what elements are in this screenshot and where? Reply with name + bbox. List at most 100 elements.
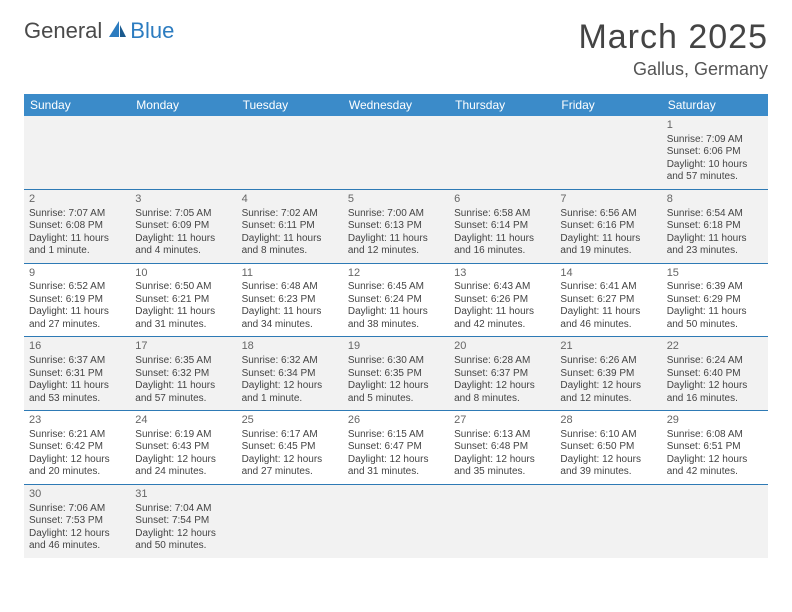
daylight-text: Daylight: 12 hours <box>29 528 125 541</box>
daylight-text: and 1 minute. <box>242 393 338 406</box>
day-header: Saturday <box>662 94 768 116</box>
sunset-text: Sunset: 6:47 PM <box>348 441 444 454</box>
sunset-text: Sunset: 6:48 PM <box>454 441 550 454</box>
daylight-text: Daylight: 12 hours <box>454 380 550 393</box>
daylight-text: and 4 minutes. <box>135 245 231 258</box>
sunrise-text: Sunrise: 6:50 AM <box>135 281 231 294</box>
sunrise-text: Sunrise: 6:43 AM <box>454 281 550 294</box>
day-number: 25 <box>242 414 338 428</box>
calendar-cell: 27Sunrise: 6:13 AMSunset: 6:48 PMDayligh… <box>449 411 555 485</box>
daylight-text: Daylight: 11 hours <box>667 233 763 246</box>
sunrise-text: Sunrise: 7:04 AM <box>135 503 231 516</box>
calendar-cell: 16Sunrise: 6:37 AMSunset: 6:31 PMDayligh… <box>24 337 130 411</box>
day-number: 11 <box>242 267 338 281</box>
day-number: 20 <box>454 340 550 354</box>
calendar-cell: 18Sunrise: 6:32 AMSunset: 6:34 PMDayligh… <box>237 337 343 411</box>
daylight-text: and 12 minutes. <box>560 393 656 406</box>
daylight-text: Daylight: 12 hours <box>135 454 231 467</box>
daylight-text: and 1 minute. <box>29 245 125 258</box>
day-number: 6 <box>454 193 550 207</box>
calendar-cell: 22Sunrise: 6:24 AMSunset: 6:40 PMDayligh… <box>662 337 768 411</box>
day-header: Friday <box>555 94 661 116</box>
sunrise-text: Sunrise: 6:58 AM <box>454 208 550 221</box>
calendar-cell: 29Sunrise: 6:08 AMSunset: 6:51 PMDayligh… <box>662 411 768 485</box>
sunset-text: Sunset: 6:06 PM <box>667 146 763 159</box>
sunrise-text: Sunrise: 6:19 AM <box>135 429 231 442</box>
sunset-text: Sunset: 6:27 PM <box>560 294 656 307</box>
sunrise-text: Sunrise: 6:52 AM <box>29 281 125 294</box>
day-number: 5 <box>348 193 444 207</box>
sunrise-text: Sunrise: 6:56 AM <box>560 208 656 221</box>
day-number: 8 <box>667 193 763 207</box>
location-text: Gallus, Germany <box>578 59 768 80</box>
day-number: 29 <box>667 414 763 428</box>
sunset-text: Sunset: 6:11 PM <box>242 220 338 233</box>
calendar-cell <box>449 116 555 189</box>
calendar-cell: 7Sunrise: 6:56 AMSunset: 6:16 PMDaylight… <box>555 189 661 263</box>
day-number: 27 <box>454 414 550 428</box>
daylight-text: Daylight: 11 hours <box>348 306 444 319</box>
sunset-text: Sunset: 6:37 PM <box>454 368 550 381</box>
calendar-cell <box>662 484 768 557</box>
sunrise-text: Sunrise: 6:39 AM <box>667 281 763 294</box>
daylight-text: Daylight: 11 hours <box>135 233 231 246</box>
sunrise-text: Sunrise: 7:02 AM <box>242 208 338 221</box>
sunrise-text: Sunrise: 7:06 AM <box>29 503 125 516</box>
sunrise-text: Sunrise: 6:37 AM <box>29 355 125 368</box>
calendar-cell <box>555 116 661 189</box>
brand-part1: General <box>24 18 102 44</box>
daylight-text: Daylight: 12 hours <box>454 454 550 467</box>
day-number: 22 <box>667 340 763 354</box>
calendar-week-row: 1Sunrise: 7:09 AMSunset: 6:06 PMDaylight… <box>24 116 768 189</box>
day-header: Wednesday <box>343 94 449 116</box>
daylight-text: and 57 minutes. <box>135 393 231 406</box>
daylight-text: and 42 minutes. <box>667 466 763 479</box>
daylight-text: and 20 minutes. <box>29 466 125 479</box>
day-number: 28 <box>560 414 656 428</box>
sunrise-text: Sunrise: 6:21 AM <box>29 429 125 442</box>
calendar-cell <box>449 484 555 557</box>
sunset-text: Sunset: 6:13 PM <box>348 220 444 233</box>
daylight-text: and 8 minutes. <box>454 393 550 406</box>
day-number: 13 <box>454 267 550 281</box>
sunset-text: Sunset: 6:50 PM <box>560 441 656 454</box>
calendar-cell: 31Sunrise: 7:04 AMSunset: 7:54 PMDayligh… <box>130 484 236 557</box>
daylight-text: and 27 minutes. <box>29 319 125 332</box>
day-header: Sunday <box>24 94 130 116</box>
calendar-table: Sunday Monday Tuesday Wednesday Thursday… <box>24 94 768 558</box>
sunset-text: Sunset: 6:16 PM <box>560 220 656 233</box>
calendar-cell: 30Sunrise: 7:06 AMSunset: 7:53 PMDayligh… <box>24 484 130 557</box>
daylight-text: and 23 minutes. <box>667 245 763 258</box>
sunset-text: Sunset: 6:29 PM <box>667 294 763 307</box>
sunset-text: Sunset: 6:21 PM <box>135 294 231 307</box>
calendar-cell: 14Sunrise: 6:41 AMSunset: 6:27 PMDayligh… <box>555 263 661 337</box>
calendar-cell: 24Sunrise: 6:19 AMSunset: 6:43 PMDayligh… <box>130 411 236 485</box>
calendar-cell: 15Sunrise: 6:39 AMSunset: 6:29 PMDayligh… <box>662 263 768 337</box>
day-number: 10 <box>135 267 231 281</box>
sunset-text: Sunset: 6:09 PM <box>135 220 231 233</box>
daylight-text: Daylight: 12 hours <box>348 380 444 393</box>
day-number: 24 <box>135 414 231 428</box>
sunrise-text: Sunrise: 6:30 AM <box>348 355 444 368</box>
sunrise-text: Sunrise: 6:15 AM <box>348 429 444 442</box>
calendar-cell: 1Sunrise: 7:09 AMSunset: 6:06 PMDaylight… <box>662 116 768 189</box>
calendar-cell: 20Sunrise: 6:28 AMSunset: 6:37 PMDayligh… <box>449 337 555 411</box>
sunrise-text: Sunrise: 6:28 AM <box>454 355 550 368</box>
daylight-text: Daylight: 12 hours <box>348 454 444 467</box>
daylight-text: Daylight: 11 hours <box>348 233 444 246</box>
daylight-text: Daylight: 12 hours <box>29 454 125 467</box>
calendar-cell: 26Sunrise: 6:15 AMSunset: 6:47 PMDayligh… <box>343 411 449 485</box>
calendar-cell: 10Sunrise: 6:50 AMSunset: 6:21 PMDayligh… <box>130 263 236 337</box>
sunset-text: Sunset: 6:08 PM <box>29 220 125 233</box>
daylight-text: Daylight: 11 hours <box>135 306 231 319</box>
daylight-text: and 57 minutes. <box>667 171 763 184</box>
sunrise-text: Sunrise: 6:41 AM <box>560 281 656 294</box>
sunset-text: Sunset: 6:34 PM <box>242 368 338 381</box>
daylight-text: and 8 minutes. <box>242 245 338 258</box>
sunset-text: Sunset: 7:53 PM <box>29 515 125 528</box>
daylight-text: and 16 minutes. <box>667 393 763 406</box>
calendar-cell <box>343 484 449 557</box>
day-number: 9 <box>29 267 125 281</box>
daylight-text: Daylight: 10 hours <box>667 159 763 172</box>
daylight-text: Daylight: 12 hours <box>242 380 338 393</box>
